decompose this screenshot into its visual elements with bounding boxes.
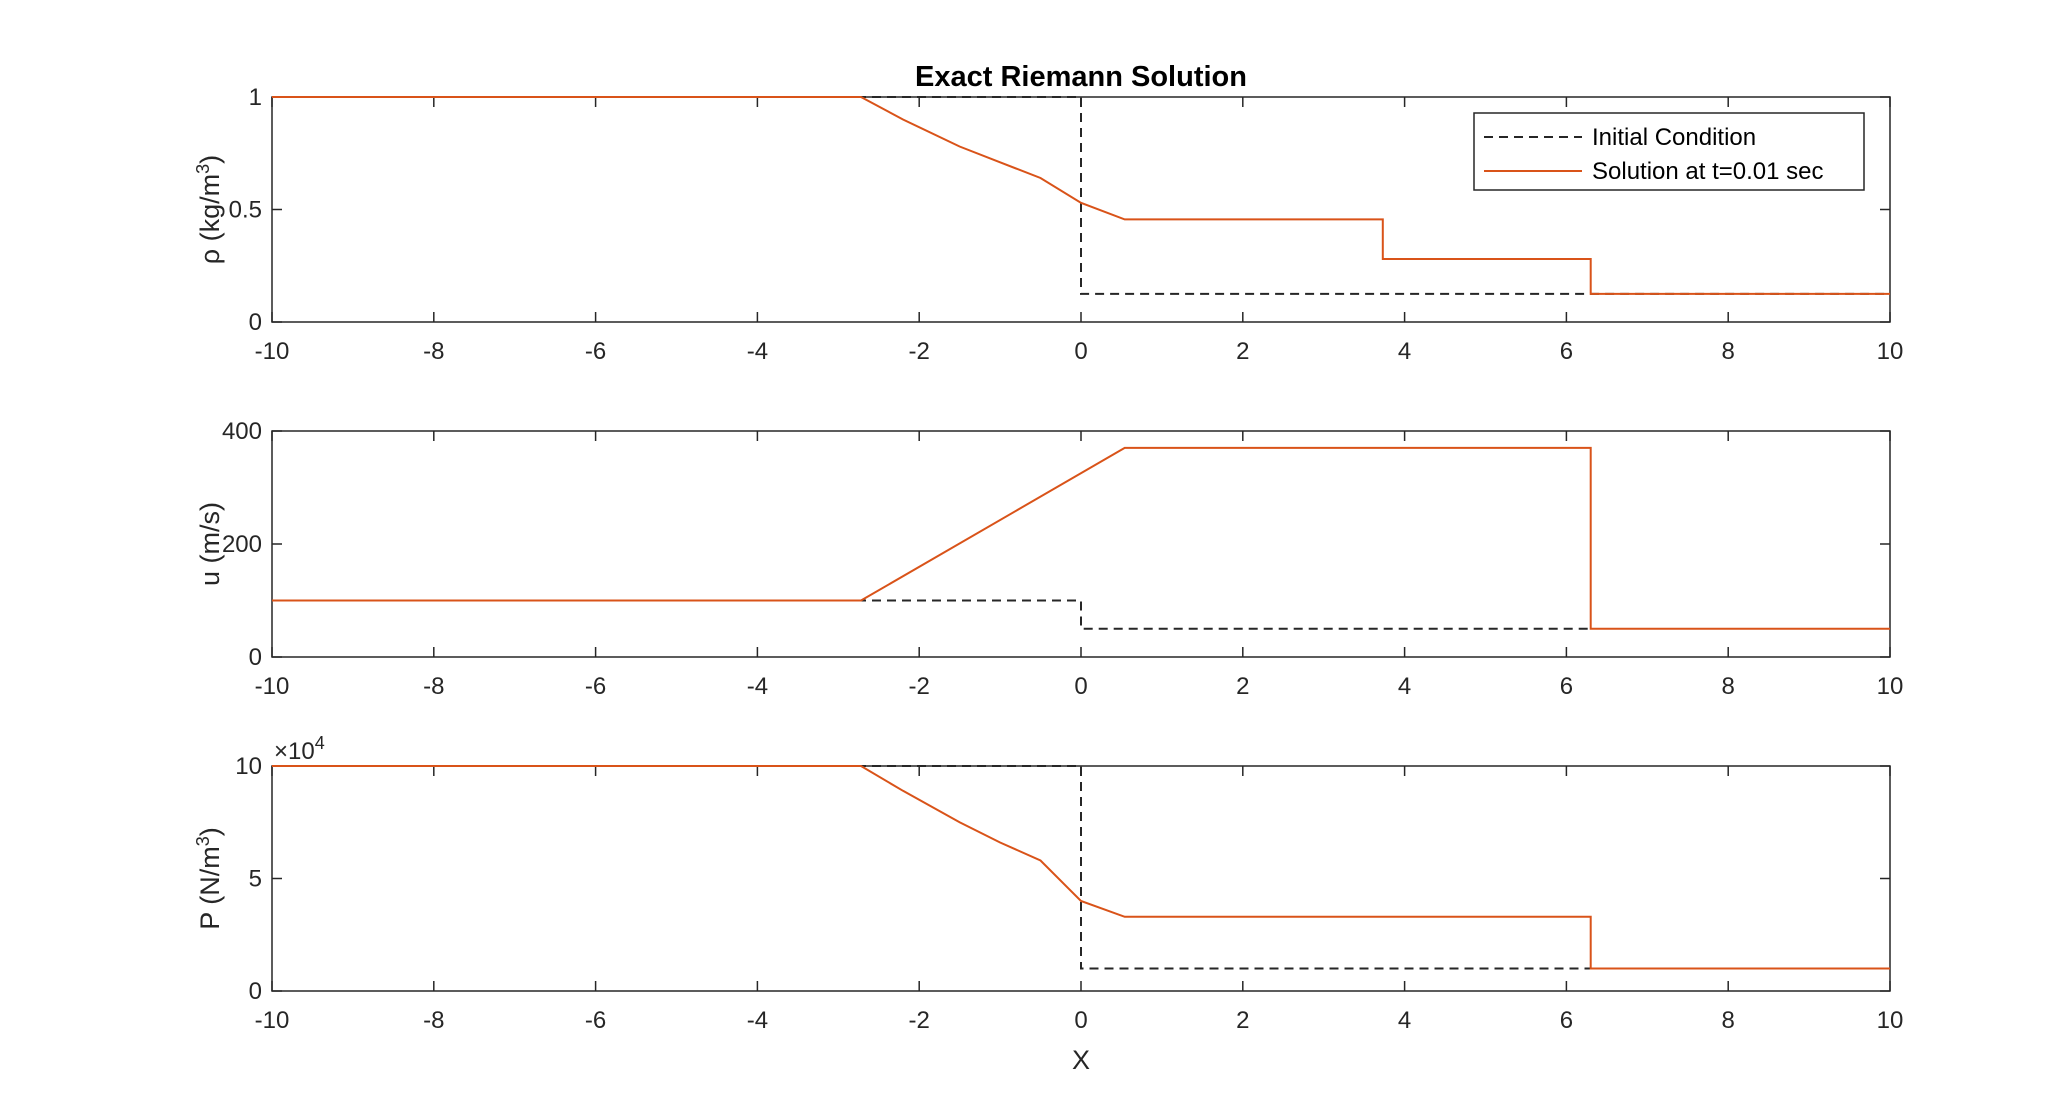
x-tick-label: 10 [1877,338,1904,365]
series-solution-2 [272,446,1890,630]
x-tick-label: -2 [909,338,930,365]
x-tick-label: -4 [747,338,768,365]
x-tick-label: 8 [1722,673,1735,700]
y-exponent-label: ×104 [274,733,325,765]
y-axis-label-1: ρ (kg/m3) [193,155,225,264]
y-tick-label: 5 [249,866,262,893]
y-tick-label: 1 [249,84,262,111]
series-initial-condition-1 [272,96,1890,295]
y-tick-label: 10 [235,753,262,780]
x-tick-label: -2 [909,673,930,700]
series-solution-1 [272,96,1890,295]
x-tick-label: 0 [1074,1007,1087,1034]
legend-entry-solution: Solution at t=0.01 sec [1592,158,1824,185]
x-tick-label: -6 [585,673,606,700]
x-tick-label: -10 [255,338,290,365]
x-tick-label: -8 [423,1007,444,1034]
x-tick-label: 0 [1074,673,1087,700]
x-tick-label: 6 [1560,673,1573,700]
x-tick-label: 0 [1074,338,1087,365]
x-tick-label: 8 [1722,338,1735,365]
y-axis-label-text: u (m/s) [195,502,225,586]
y-axis-label-close: ) [195,155,225,164]
x-tick-label: 4 [1398,338,1411,365]
x-tick-label: -4 [747,1007,768,1034]
y-axis-label-2: u (m/s) [195,502,225,586]
y-exponent-base: ×10 [274,738,315,765]
y-tick-label: 0.5 [229,197,262,224]
y-axis-label-text: P (N/m [195,846,225,930]
x-tick-label: -2 [909,1007,930,1034]
y-tick-label: 400 [222,418,262,445]
x-tick-label: -6 [585,338,606,365]
x-tick-label: 6 [1560,338,1573,365]
y-axis-label-superscript: 3 [193,164,213,174]
legend-entry-initial: Initial Condition [1592,124,1756,151]
y-tick-label: 200 [222,531,262,558]
y-tick-label: 0 [249,644,262,671]
x-tick-label: 10 [1877,673,1904,700]
x-tick-label: -10 [255,673,290,700]
legend-box [1473,112,1865,191]
x-tick-label: 2 [1236,1007,1249,1034]
y-axis-label-text: ρ (kg/m [195,174,225,264]
y-tick-label: 0 [249,309,262,336]
x-tick-label: -10 [255,1007,290,1034]
x-tick-label: -6 [585,1007,606,1034]
y-axis-label-superscript: 3 [193,836,213,846]
legend: Initial Condition Solution at t=0.01 sec [1473,112,1865,191]
series-initial-condition-3 [272,765,1591,970]
y-exponent-power: 4 [315,733,325,753]
x-tick-label: 4 [1398,1007,1411,1034]
y-axis-label-3: P (N/m3) [193,827,225,930]
x-tick-label: -4 [747,673,768,700]
x-axis-label: X [1072,1045,1090,1075]
x-tick-label: 2 [1236,338,1249,365]
x-tick-label: 6 [1560,1007,1573,1034]
y-tick-label: 0 [249,978,262,1005]
x-tick-label: 2 [1236,673,1249,700]
y-axis-label-close: ) [195,827,225,836]
series-solution-3 [272,765,1890,970]
x-tick-label: -8 [423,338,444,365]
x-tick-label: 4 [1398,673,1411,700]
x-tick-label: 8 [1722,1007,1735,1034]
chart-title: Exact Riemann Solution [915,61,1247,93]
x-tick-label: 10 [1877,1007,1904,1034]
x-tick-label: -8 [423,673,444,700]
